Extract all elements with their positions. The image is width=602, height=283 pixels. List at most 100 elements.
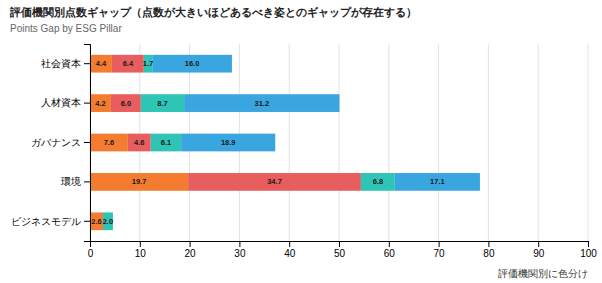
data-label: 8.7 [157, 99, 167, 108]
data-labels: 2.62.019.734.76.817.17.64.66.118.94.26.0… [91, 59, 444, 226]
bar-segment [361, 173, 395, 191]
bar-segment [144, 55, 152, 73]
tick-mark [588, 241, 589, 247]
tick: ガバナンス [31, 137, 90, 148]
tick-mark [488, 241, 489, 247]
bar-segment [90, 94, 111, 112]
tick-label: ビジネスモデル [11, 216, 81, 227]
grid-line [438, 44, 439, 241]
bar-segment [90, 134, 128, 152]
tick-label: 80 [483, 248, 495, 259]
data-label: 1.7 [143, 59, 153, 68]
tick: 社会資本 [41, 58, 90, 69]
tick-label: 環境 [61, 176, 81, 187]
axis-line [91, 242, 589, 248]
plot: 2.62.019.734.76.817.17.64.66.118.94.26.0… [11, 44, 597, 259]
tick: 人材資本 [41, 97, 90, 108]
tick-label: 40 [284, 248, 296, 259]
tick-mark [84, 181, 90, 182]
grid-line [289, 44, 290, 241]
chart: 評価機関別点数ギャップ（点数が大きいほどあるべき姿とのギャップが存在する） Poi… [0, 0, 602, 283]
bar-segment [90, 55, 112, 73]
grid-line [588, 44, 589, 241]
y-axis: ビジネスモデル 環境 ガバナンス 人材資本 社会資本 [11, 45, 91, 242]
data-label: 17.1 [430, 177, 445, 186]
tick: 環境 [61, 176, 90, 187]
tick: 60 [384, 241, 396, 259]
tick-mark [84, 103, 90, 104]
grid-line [488, 44, 489, 241]
data-label: 18.9 [221, 138, 236, 147]
data-label: 4.2 [95, 99, 105, 108]
annotation: 評価機関別に色分け [498, 268, 588, 279]
tick-label: 社会資本 [41, 58, 81, 69]
x-axis: 0 10 20 30 40 50 60 70 80 90 100 [88, 241, 598, 259]
tick: 80 [483, 241, 495, 259]
tick-mark [538, 241, 539, 247]
bar-segment [112, 55, 144, 73]
tick-label: 0 [88, 248, 94, 259]
tick-mark [84, 63, 90, 64]
data-label: 6.0 [121, 99, 131, 108]
bar-segment [181, 134, 275, 152]
tick-mark [239, 241, 240, 247]
bar-segment [128, 134, 151, 152]
bar-segment [395, 173, 480, 191]
tick: 50 [334, 241, 346, 259]
tick: 90 [533, 241, 545, 259]
tick: 30 [234, 241, 246, 259]
data-label: 2.6 [91, 217, 101, 226]
bar-segment [90, 173, 188, 191]
data-label: 4.4 [96, 59, 107, 68]
tick-label: 人材資本 [41, 97, 81, 108]
title: 評価機関別点数ギャップ（点数が大きいほどあるべき姿とのギャップが存在する） [9, 6, 417, 19]
tick-mark [84, 142, 90, 143]
tick-mark [339, 241, 340, 247]
tick-label: ガバナンス [31, 137, 81, 148]
grid-line [538, 44, 539, 241]
data-label: 4.6 [134, 138, 144, 147]
bar-segment [90, 212, 103, 230]
bar-segment [151, 134, 181, 152]
tick: 40 [284, 241, 296, 259]
tick-label: 30 [234, 248, 246, 259]
data-label: 6.8 [373, 177, 383, 186]
bars [90, 55, 480, 230]
tick-label: 100 [580, 248, 597, 259]
tick: 70 [434, 241, 446, 259]
bar-segment [188, 173, 361, 191]
data-label: 19.7 [132, 177, 147, 186]
data-label: 34.7 [267, 177, 282, 186]
tick-mark [289, 241, 290, 247]
tick: 100 [580, 241, 597, 259]
data-label: 2.0 [103, 217, 113, 226]
grid-line [339, 44, 340, 241]
data-label: 31.2 [255, 99, 270, 108]
tick-label: 50 [334, 248, 346, 259]
grid-line [388, 44, 389, 241]
data-label: 16.0 [185, 59, 200, 68]
axis-line [84, 45, 91, 242]
tick-label: 20 [185, 248, 197, 259]
tick-mark [190, 241, 191, 247]
tick-label: 60 [384, 248, 396, 259]
subtitle: Points Gap by ESG Pillar [10, 23, 122, 34]
tick-label: 90 [533, 248, 545, 259]
tick-label: 10 [135, 248, 147, 259]
bar-segment [103, 212, 113, 230]
tick-label: 70 [434, 248, 446, 259]
tick-mark [84, 221, 90, 222]
bar-segment [152, 55, 232, 73]
data-label: 7.6 [104, 138, 114, 147]
bar-segment [141, 94, 184, 112]
tick: 0 [88, 241, 94, 259]
data-label: 6.4 [123, 59, 134, 68]
bar-segment [184, 94, 339, 112]
tick: 20 [185, 241, 197, 259]
grid [90, 44, 588, 241]
tick: ビジネスモデル [11, 216, 90, 227]
tick: 10 [135, 241, 147, 259]
tick-mark [140, 241, 141, 247]
bar-segment [111, 94, 141, 112]
tick-mark [389, 241, 390, 247]
